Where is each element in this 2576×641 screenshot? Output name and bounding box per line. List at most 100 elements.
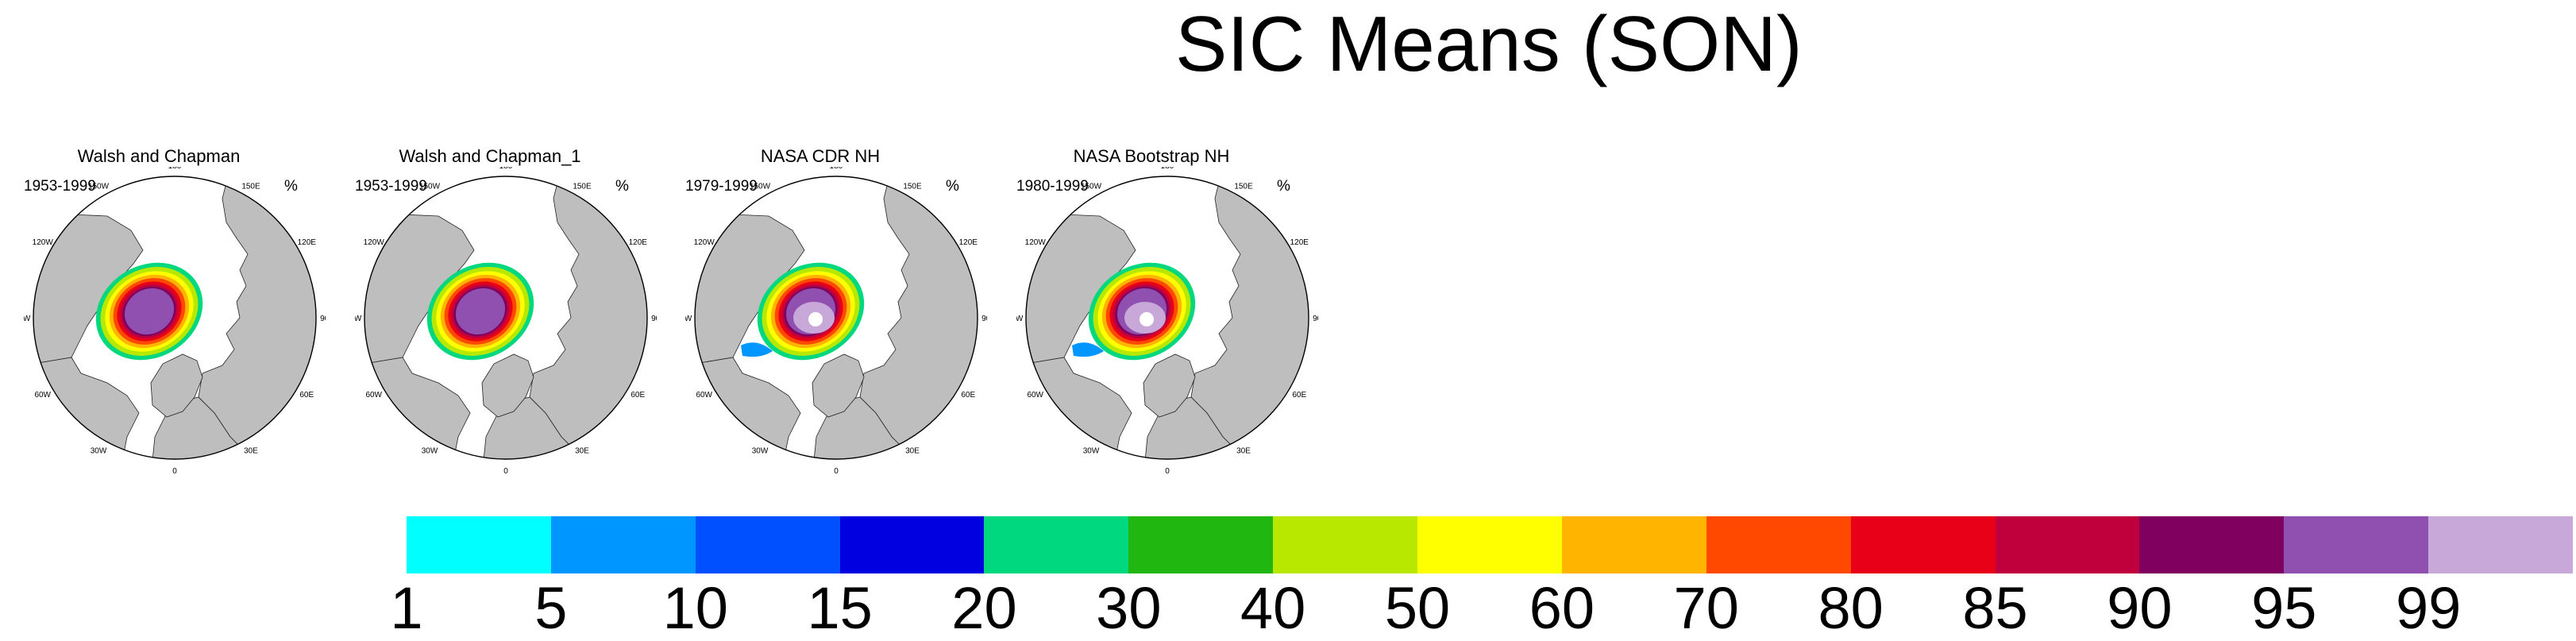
- longitude-label: 90E: [1313, 315, 1318, 323]
- colorbar-tick-label: 20: [951, 575, 1017, 641]
- longitude-label: 120E: [1290, 238, 1309, 247]
- longitude-label: 30E: [905, 446, 920, 455]
- colorbar-segment: [2139, 516, 2285, 573]
- colorbar-segment: [1706, 516, 1852, 573]
- main-title: SIC Means (SON): [1175, 0, 1803, 87]
- panel-years: 1979-1999: [685, 178, 758, 195]
- longitude-label: 60E: [299, 391, 314, 400]
- longitude-label: 180: [1161, 167, 1174, 171]
- map-rim: [694, 176, 978, 460]
- longitude-label: 60W: [34, 391, 51, 400]
- longitude-label: 150E: [573, 183, 592, 191]
- longitude-label: 150E: [903, 183, 922, 191]
- map-rim: [1025, 176, 1309, 460]
- longitude-label: 0: [834, 467, 839, 476]
- longitude-label: 60E: [961, 391, 975, 400]
- colorbar-segment: [550, 516, 696, 573]
- longitude-label: 30W: [752, 446, 769, 455]
- polar-map: 180 150E 120E 90E 60E 30E 0 30W 60W 90W 120W 150W: [24, 167, 326, 476]
- longitude-label: 120W: [1025, 238, 1047, 247]
- longitude-label: 180: [499, 167, 513, 171]
- colorbar-tick-label: 95: [2251, 575, 2317, 641]
- colorbar-segment: [1561, 516, 1707, 573]
- colorbar-tick-label: 1: [390, 575, 423, 641]
- panel-years: 1953-1999: [24, 178, 96, 195]
- panel-title: Walsh and Chapman: [77, 146, 241, 166]
- longitude-label: 120E: [629, 238, 648, 247]
- longitude-label: 150W: [419, 183, 441, 191]
- panel-title: NASA Bootstrap NH: [1073, 146, 1230, 166]
- land: [1143, 353, 1196, 418]
- map-panel: Walsh and Chapman_1 1953-1999% 180 150E 120E…: [355, 143, 657, 485]
- longitude-label: 60W: [1027, 391, 1043, 400]
- longitude-label: 150E: [241, 183, 260, 191]
- longitude-label: 120W: [694, 238, 715, 247]
- pole-hole: [808, 312, 823, 326]
- longitude-label: 30E: [244, 446, 258, 455]
- longitude-label: 150W: [1081, 183, 1102, 191]
- longitude-label: 0: [1165, 467, 1170, 476]
- longitude-label: 30W: [1083, 446, 1100, 455]
- longitude-label: 90E: [651, 315, 657, 323]
- panel-unit: %: [1277, 178, 1290, 195]
- longitude-label: 0: [172, 467, 177, 476]
- map-rim: [33, 176, 317, 460]
- colorbar-tick-label: 85: [1962, 575, 2028, 641]
- panel-title: Walsh and Chapman_1: [399, 146, 581, 166]
- map-panel: NASA Bootstrap NH 1980-1999% 180 150E 120E 90…: [1016, 143, 1318, 485]
- longitude-label: 90W: [355, 315, 362, 323]
- sea-ice-band: [741, 342, 773, 357]
- panel-unit: %: [284, 178, 298, 195]
- longitude-label: 120W: [364, 238, 385, 247]
- colorbar-segment: [1273, 516, 1418, 573]
- longitude-label: 30W: [91, 446, 107, 455]
- panel-unit: %: [615, 178, 629, 195]
- longitude-label: 90W: [685, 315, 692, 323]
- longitude-label: 30E: [575, 446, 589, 455]
- longitude-label: 180: [168, 167, 182, 171]
- colorbar-segment: [839, 516, 985, 573]
- panel-unit: %: [946, 178, 959, 195]
- sea-ice-band: [1072, 342, 1104, 357]
- longitude-label: 90W: [1016, 315, 1024, 323]
- longitude-label: 120W: [33, 238, 54, 247]
- longitude-label: 150W: [88, 183, 110, 191]
- colorbar-segment: [1995, 516, 2140, 573]
- colorbar-tick-label: 99: [2395, 575, 2462, 641]
- colorbar-segment: [695, 516, 841, 573]
- longitude-label: 180: [830, 167, 843, 171]
- colorbar-segment: [407, 516, 552, 573]
- colorbar-segment: [1128, 516, 1274, 573]
- longitude-label: 30E: [1236, 446, 1251, 455]
- colorbar-segment: [2428, 516, 2574, 573]
- longitude-label: 150W: [750, 183, 771, 191]
- longitude-label: 120E: [298, 238, 317, 247]
- colorbar: [407, 516, 2574, 573]
- longitude-label: 60E: [1292, 391, 1306, 400]
- map-panel: Walsh and Chapman 1953-1999% 180 150E 120E 90…: [24, 143, 326, 485]
- longitude-label: 90E: [320, 315, 326, 323]
- colorbar-tick-label: 30: [1096, 575, 1162, 641]
- panel-years: 1953-1999: [355, 178, 427, 195]
- longitude-label: 90E: [981, 315, 987, 323]
- colorbar-segment: [1850, 516, 1996, 573]
- longitude-label: 60W: [365, 391, 382, 400]
- polar-map: 180 150E 120E 90E 60E 30E 0 30W 60W 90W 120W 150W: [685, 167, 987, 476]
- colorbar-tick-label: 10: [662, 575, 728, 641]
- polar-map: 180 150E 120E 90E 60E 30E 0 30W 60W 90W 120W 150W: [355, 167, 657, 476]
- panel-title: NASA CDR NH: [760, 146, 881, 166]
- polar-map: 180 150E 120E 90E 60E 30E 0 30W 60W 90W 120W 150W: [1016, 167, 1318, 476]
- colorbar-tick-label: 70: [1673, 575, 1739, 641]
- colorbar-tick-label: 40: [1240, 575, 1306, 641]
- longitude-label: 60E: [631, 391, 645, 400]
- colorbar-segment: [1417, 516, 1563, 573]
- colorbar-tick-label: 90: [2107, 575, 2173, 641]
- sea-ice-band: [124, 288, 175, 335]
- colorbar-segment: [2284, 516, 2429, 573]
- colorbar-tick-label: 50: [1384, 575, 1451, 641]
- longitude-label: 150E: [1234, 183, 1253, 191]
- map-rim: [364, 176, 648, 460]
- land: [812, 353, 865, 418]
- colorbar-tick-label: 60: [1529, 575, 1595, 641]
